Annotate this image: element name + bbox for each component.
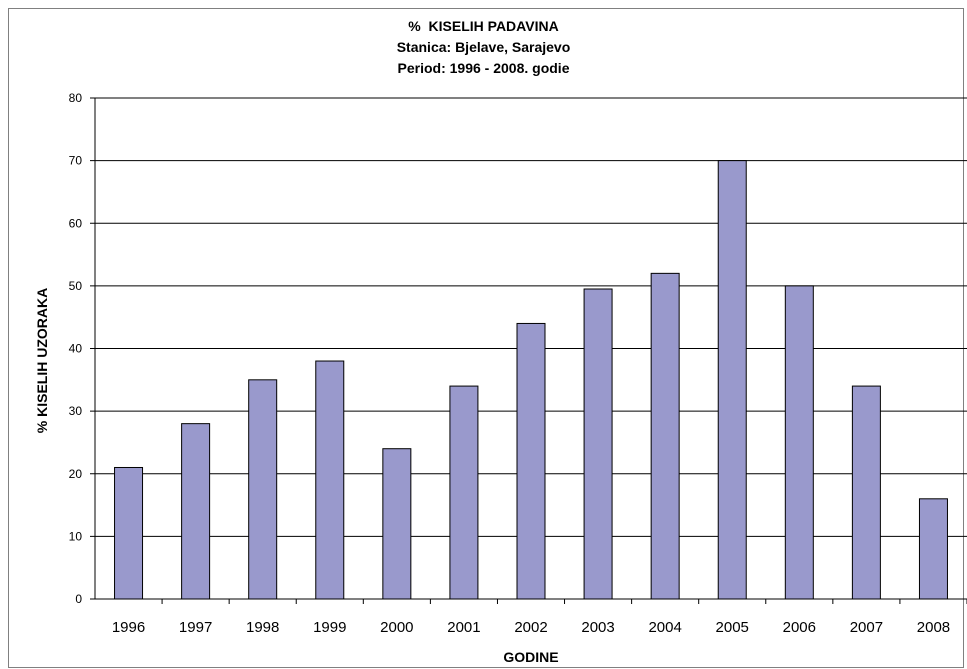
x-tick-label: 2007 — [850, 619, 883, 636]
y-tick-label: 0 — [75, 592, 82, 606]
y-tick-label: 10 — [69, 529, 83, 543]
y-axis-title: % KISELIH UZORAKA — [34, 288, 50, 433]
chart-subtitle-station: Stanica: Bjelave, Sarajevo — [396, 39, 571, 55]
y-tick-label: 70 — [69, 154, 83, 168]
x-tick-label: 2002 — [514, 619, 547, 636]
x-tick-label: 2004 — [648, 619, 681, 636]
bar — [382, 448, 412, 600]
x-tick-label: 2003 — [581, 619, 614, 636]
chart-title: % KISELIH PADAVINA — [408, 18, 559, 34]
x-tick-label: 2000 — [380, 619, 413, 636]
x-tick-label: 1999 — [313, 619, 346, 636]
x-tick-label: 2001 — [447, 619, 480, 636]
bar — [248, 379, 278, 600]
bar — [114, 466, 144, 600]
bar — [650, 272, 680, 600]
x-tick-label: 2005 — [716, 619, 749, 636]
bar — [851, 385, 881, 600]
chart-title-block: % KISELIH PADAVINA Stanica: Bjelave, Sar… — [0, 16, 967, 79]
bar — [784, 285, 814, 600]
y-tick-label: 40 — [69, 342, 83, 356]
y-tick-label: 60 — [69, 216, 83, 230]
x-tick-label: 1996 — [112, 619, 145, 636]
chart-subtitle-period: Period: 1996 - 2008. godie — [397, 60, 570, 76]
y-tick-label: 80 — [69, 91, 83, 105]
bar — [918, 498, 948, 600]
bar — [315, 360, 345, 600]
x-tick-label: 2006 — [783, 619, 816, 636]
chart-frame — [8, 8, 964, 668]
x-axis-title: GODINE — [503, 649, 558, 665]
x-tick-label: 1998 — [246, 619, 279, 636]
y-tick-label: 20 — [69, 467, 83, 481]
y-tick-label: 50 — [69, 279, 83, 293]
bar — [181, 423, 211, 600]
x-tick-label: 1997 — [179, 619, 212, 636]
bar — [717, 160, 747, 600]
y-tick-label: 30 — [69, 404, 83, 418]
bar — [449, 385, 479, 600]
x-tick-label: 2008 — [917, 619, 950, 636]
bar — [516, 322, 546, 600]
bar — [583, 288, 613, 600]
